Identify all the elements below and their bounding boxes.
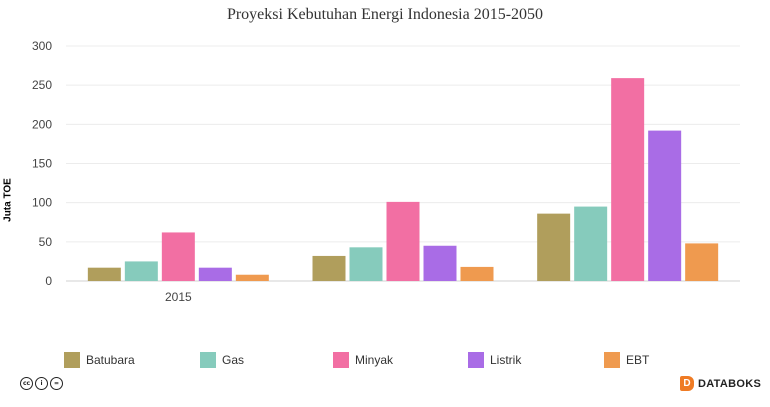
legend: Batubara Gas Minyak Listrik EBT (0, 352, 770, 372)
cc-icon[interactable]: cc (20, 377, 33, 390)
legend-item-minyak[interactable]: Minyak (333, 352, 393, 368)
y-tick-label: 0 (45, 274, 52, 288)
bar-chart: 0 50 100 150 200 250 300 2015 (32, 39, 740, 304)
legend-label: Gas (222, 353, 245, 367)
bar-minyak[interactable] (386, 201, 420, 281)
legend-label: EBT (626, 353, 650, 367)
bar-gas[interactable] (124, 261, 158, 281)
legend-swatch (200, 352, 216, 368)
bar-listrik[interactable] (198, 267, 232, 281)
bar-minyak[interactable] (161, 232, 195, 281)
brand-name: DATABOKS (698, 377, 762, 390)
legend-item-batubara[interactable]: Batubara (64, 352, 135, 368)
legend-label: Batubara (86, 353, 135, 367)
bar-ebt[interactable] (460, 266, 494, 281)
x-tick-label: 2015 (165, 290, 192, 304)
legend-label: Minyak (355, 353, 394, 367)
bar-ebt[interactable] (235, 274, 269, 281)
y-tick-label: 150 (32, 157, 52, 171)
chart-title: Proyeksi Kebutuhan Energi Indonesia 2015… (226, 6, 544, 23)
legend-item-ebt[interactable]: EBT (604, 352, 649, 368)
bar-gas[interactable] (349, 247, 383, 281)
y-tick-label: 250 (32, 78, 52, 92)
bar-ebt[interactable] (685, 243, 719, 281)
y-tick-label: 200 (32, 117, 52, 131)
bar-layer (87, 78, 719, 281)
bar-batubara[interactable] (312, 255, 346, 281)
bar-listrik[interactable] (648, 130, 682, 281)
legend-swatch (333, 352, 349, 368)
bar-batubara[interactable] (537, 213, 571, 281)
license-icons: cc i = (20, 377, 63, 390)
bar-batubara[interactable] (87, 267, 121, 281)
by-icon[interactable]: i (35, 377, 48, 390)
legend-label: Listrik (490, 353, 522, 367)
databoks-icon: D (680, 376, 694, 391)
y-tick-label: 50 (39, 235, 53, 249)
bar-minyak[interactable] (611, 78, 645, 281)
legend-swatch (468, 352, 484, 368)
legend-swatch (64, 352, 80, 368)
y-tick-label: 100 (32, 196, 52, 210)
equals-icon[interactable]: = (50, 377, 63, 390)
legend-swatch (604, 352, 620, 368)
tick-layer: 0 50 100 150 200 250 300 2015 (32, 39, 192, 304)
y-tick-label: 300 (32, 39, 52, 53)
bar-gas[interactable] (574, 206, 608, 281)
bar-listrik[interactable] (423, 245, 457, 281)
databoks-logo[interactable]: D DATABOKS (680, 376, 761, 391)
legend-item-listrik[interactable]: Listrik (468, 352, 521, 368)
legend-item-gas[interactable]: Gas (200, 352, 244, 368)
